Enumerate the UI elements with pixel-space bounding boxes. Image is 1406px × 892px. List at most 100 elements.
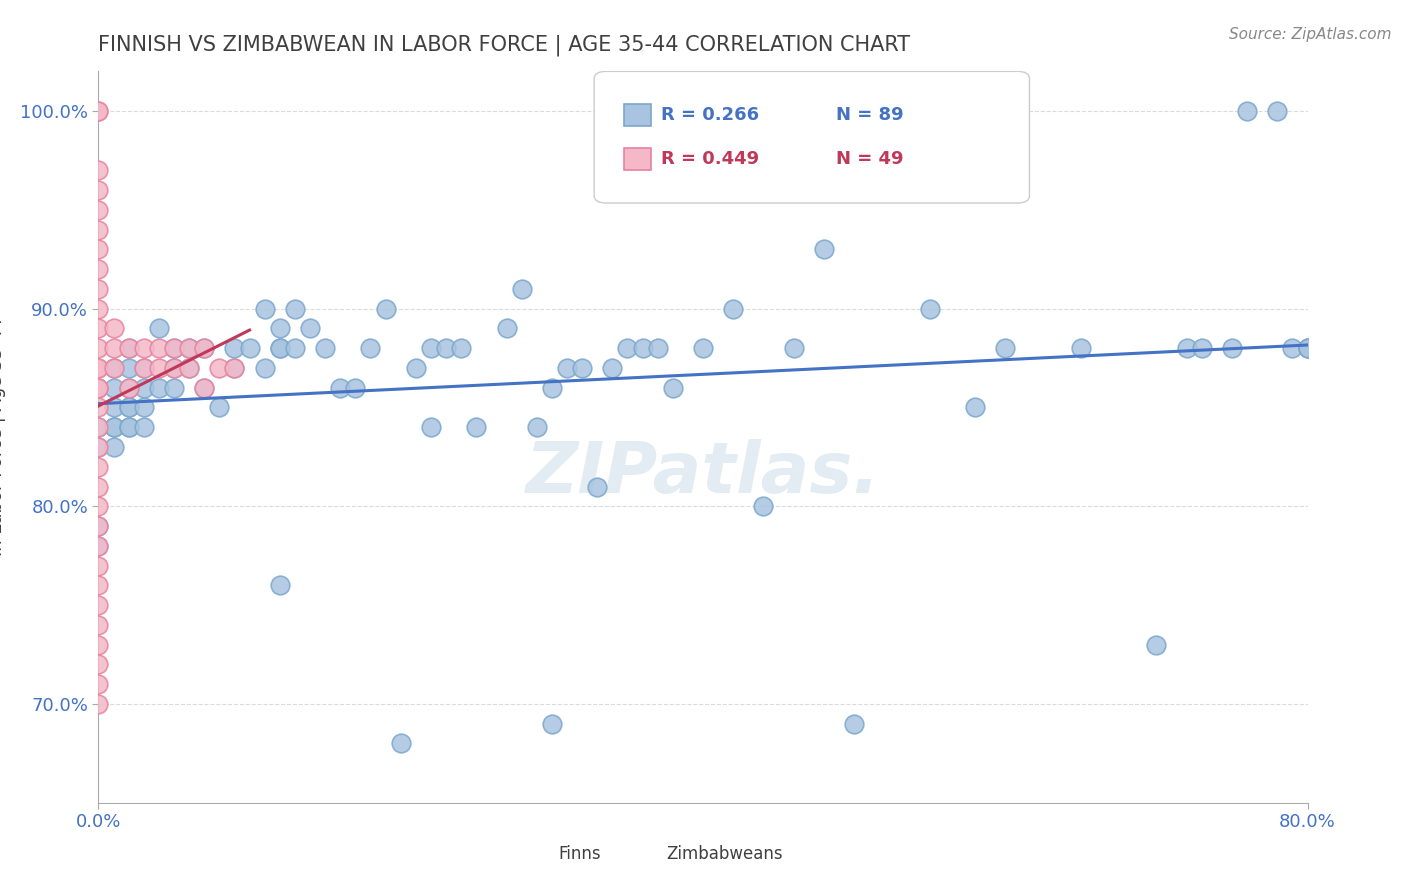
Point [132, 381, 155, 395]
Point [1175, 341, 1198, 355]
Point [179, 341, 201, 355]
Text: FINNISH VS ZIMBABWEAN IN LABOR FORCE | AGE 35-44 CORRELATION CHART: FINNISH VS ZIMBABWEAN IN LABOR FORCE | A… [98, 35, 911, 56]
Point [692, 341, 714, 355]
Point [103, 341, 125, 355]
Point [118, 401, 141, 415]
Point [555, 360, 578, 375]
Point [284, 301, 307, 316]
Point [87, 242, 110, 256]
Point [571, 360, 593, 375]
Point [87, 341, 110, 355]
Point [163, 381, 186, 395]
Point [148, 341, 170, 355]
Point [87, 381, 110, 395]
Point [87, 618, 110, 632]
Text: Source: ZipAtlas.com: Source: ZipAtlas.com [1229, 27, 1392, 42]
Point [1220, 341, 1243, 355]
Point [87, 500, 110, 514]
Point [87, 519, 110, 533]
Point [87, 282, 110, 296]
Point [87, 360, 110, 375]
Point [661, 381, 683, 395]
Point [208, 360, 231, 375]
Point [87, 578, 110, 592]
Point [179, 360, 201, 375]
Point [783, 341, 806, 355]
Point [179, 360, 201, 375]
Text: N = 49: N = 49 [837, 150, 904, 168]
Point [87, 638, 110, 652]
Text: R = 0.449: R = 0.449 [661, 150, 759, 168]
Point [87, 479, 110, 493]
Point [224, 341, 246, 355]
Point [118, 360, 141, 375]
Point [118, 401, 141, 415]
Point [87, 420, 110, 434]
Point [434, 341, 457, 355]
Point [87, 598, 110, 612]
Point [329, 381, 352, 395]
Point [420, 341, 443, 355]
Point [103, 381, 125, 395]
Text: Zimbabweans: Zimbabweans [666, 845, 783, 863]
FancyBboxPatch shape [595, 71, 1029, 203]
Point [208, 401, 231, 415]
Text: N = 89: N = 89 [837, 106, 904, 124]
Point [87, 539, 110, 553]
Point [118, 341, 141, 355]
Point [269, 341, 291, 355]
Point [118, 420, 141, 434]
Point [1191, 341, 1213, 355]
Point [87, 459, 110, 474]
Point [87, 440, 110, 454]
Point [103, 321, 125, 335]
Point [965, 401, 987, 415]
Point [495, 321, 517, 335]
Point [87, 381, 110, 395]
Point [389, 737, 412, 751]
Point [87, 381, 110, 395]
Point [103, 360, 125, 375]
Point [1296, 341, 1319, 355]
Point [87, 677, 110, 691]
Point [269, 578, 291, 592]
Point [193, 341, 215, 355]
Point [1236, 103, 1258, 118]
Point [616, 341, 638, 355]
Point [631, 341, 654, 355]
Text: Finns: Finns [558, 845, 600, 863]
Point [450, 341, 472, 355]
Point [374, 301, 396, 316]
Point [253, 301, 276, 316]
Point [193, 381, 215, 395]
Point [918, 301, 941, 316]
Point [87, 360, 110, 375]
Point [103, 420, 125, 434]
Point [132, 341, 155, 355]
Point [465, 420, 488, 434]
Point [813, 242, 835, 256]
Point [269, 341, 291, 355]
FancyBboxPatch shape [640, 843, 662, 863]
Point [1296, 341, 1319, 355]
Point [118, 341, 141, 355]
Point [360, 341, 382, 355]
Point [314, 341, 336, 355]
Point [540, 716, 562, 731]
Point [87, 103, 110, 118]
Point [752, 500, 775, 514]
Point [87, 321, 110, 335]
Point [87, 262, 110, 277]
Point [1070, 341, 1092, 355]
Point [540, 381, 562, 395]
Point [132, 401, 155, 415]
Point [148, 321, 170, 335]
Point [87, 420, 110, 434]
Point [163, 360, 186, 375]
Text: ZIPatlas.: ZIPatlas. [526, 439, 880, 508]
Point [103, 420, 125, 434]
Point [87, 163, 110, 178]
Point [1144, 638, 1167, 652]
Point [87, 440, 110, 454]
Point [602, 360, 624, 375]
